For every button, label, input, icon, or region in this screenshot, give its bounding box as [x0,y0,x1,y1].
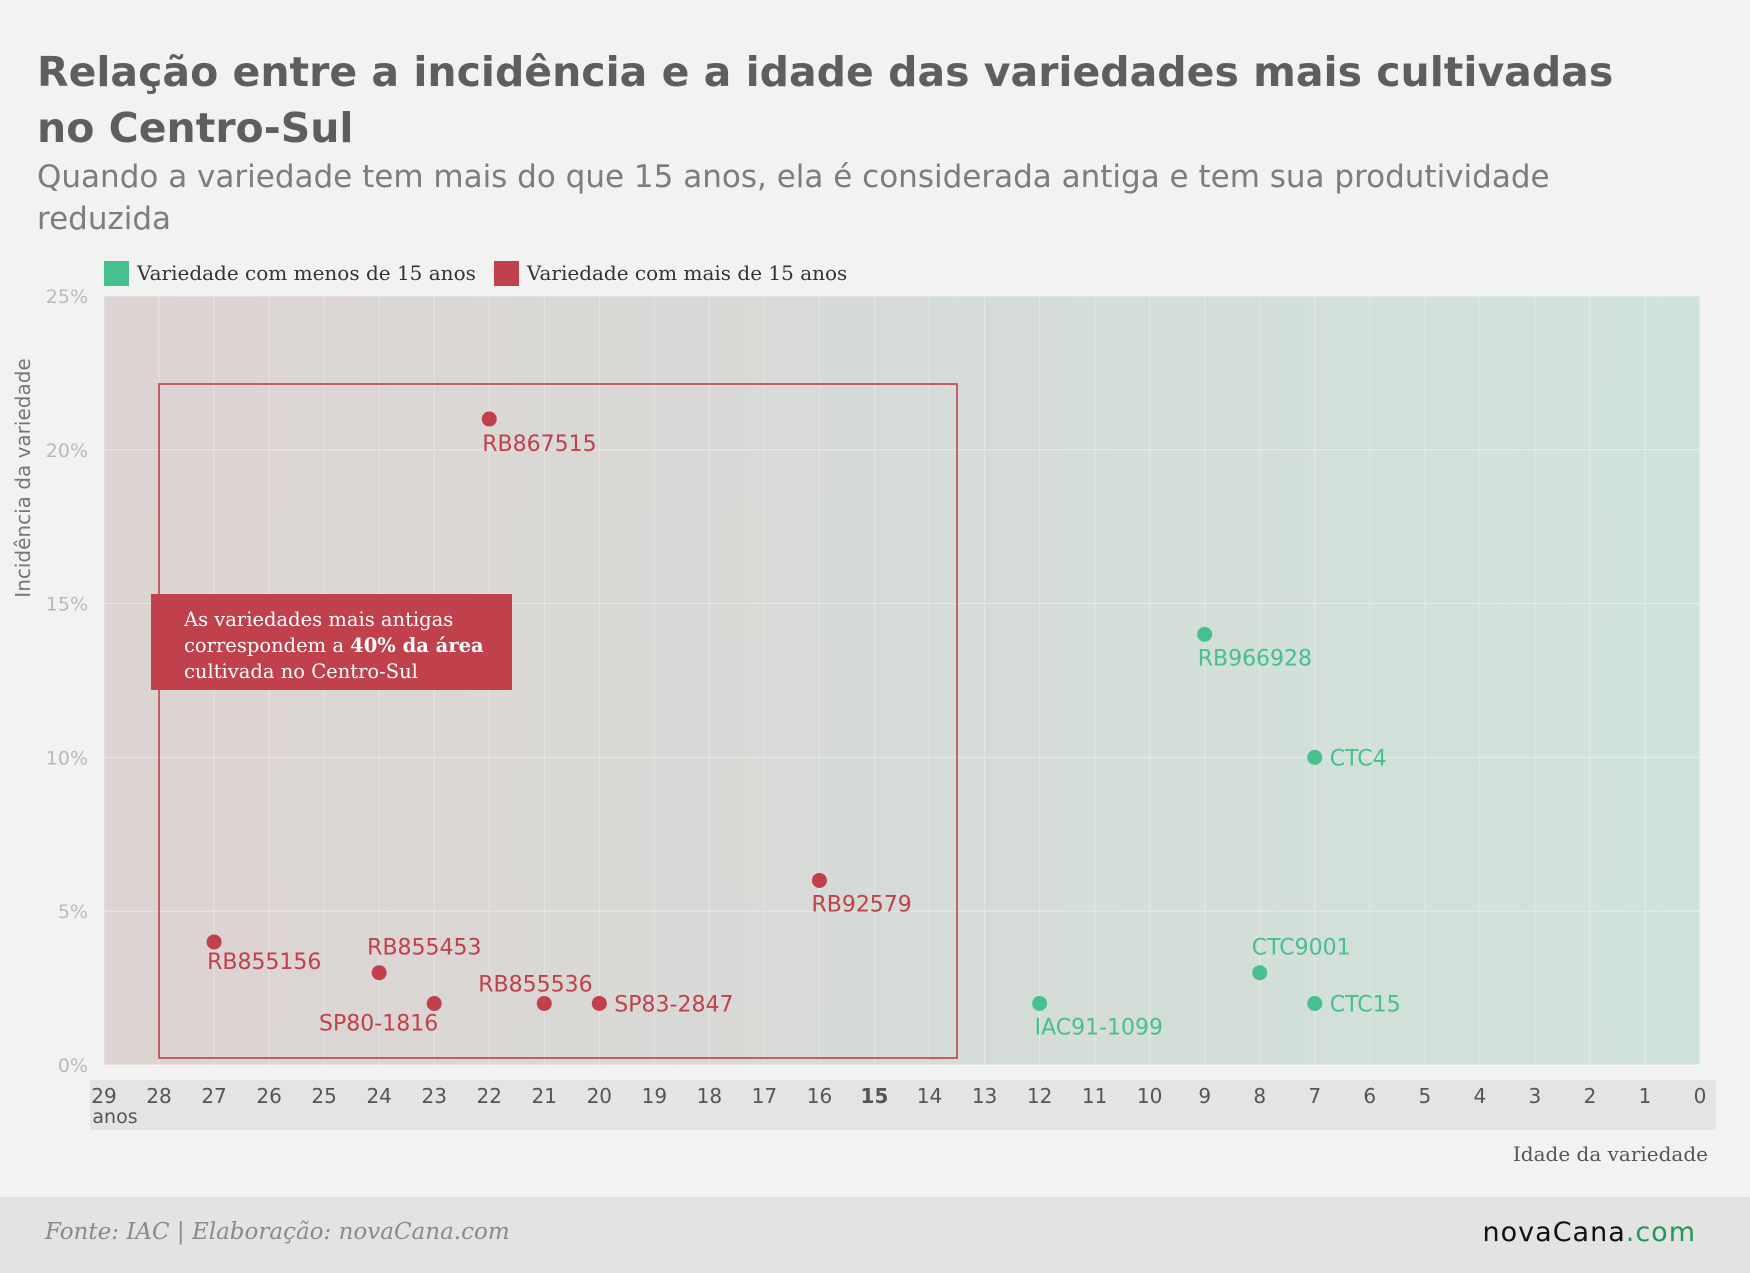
y-tick-label: 15% [46,594,88,616]
x-tick-label: 0 [1694,1084,1707,1108]
point-ctc15 [1307,995,1323,1011]
x-tick-label: 2 [1584,1084,1597,1108]
highlight-box [158,383,958,1059]
x-tick-label: 15 [861,1084,889,1108]
y-tick-label: 25% [46,286,88,308]
point-sp80-1816 [426,995,442,1011]
legend-item-old: Variedade com mais de 15 anos [493,260,848,286]
annotation-line-1: As variedades mais antigas [183,608,453,631]
chart-title: Relação entre a incidência e a idade das… [37,48,1614,152]
x-tick-label: 24 [366,1084,391,1108]
x-tick-label: 16 [807,1084,832,1108]
point-label-ctc15: CTC15 [1330,992,1401,1017]
point-label-rb92579: RB92579 [811,892,911,917]
point-label-sp83-2847: SP83-2847 [614,992,733,1017]
x-tick-unit: anos [92,1106,137,1128]
point-label-ctc4: CTC4 [1330,746,1387,771]
footer: Fonte: IAC | Elaboração: novaCana.com no… [0,1197,1750,1273]
annotation-line-3: cultivada no Centro-Sul [184,660,418,683]
x-tick-label: 27 [201,1084,226,1108]
point-label-rb867515: RB867515 [482,432,596,457]
legend-swatch-old [493,260,519,286]
x-tick-label: 19 [642,1084,667,1108]
x-tick-label: 12 [1027,1084,1052,1108]
point-rb855156 [206,934,222,950]
x-tick-label: 5 [1418,1084,1431,1108]
x-tick-label: 21 [532,1084,557,1108]
legend: Variedade com menos de 15 anos Variedade… [104,258,865,288]
x-tick-label: 17 [752,1084,777,1108]
x-tick-label: 26 [256,1084,281,1108]
point-rb855536 [536,995,552,1011]
y-tick-label: 20% [46,440,88,462]
y-tick-label: 0% [58,1055,88,1077]
legend-label-old: Variedade com mais de 15 anos [526,261,848,285]
x-tick-label: 8 [1253,1084,1266,1108]
legend-label-new: Variedade com menos de 15 anos [137,261,476,285]
point-rb855453 [371,965,387,981]
y-axis-label: Incidência da variedade [11,358,35,597]
annotation-line-2: correspondem a 40% da área [184,634,484,657]
point-rb966928 [1197,626,1213,642]
point-label-sp80-1816: SP80-1816 [319,1011,438,1036]
x-tick-label: 11 [1082,1084,1107,1108]
point-label-ctc9001: CTC9001 [1252,936,1351,961]
x-tick-label: 7 [1308,1084,1321,1108]
x-tick-label: 1 [1639,1084,1652,1108]
x-tick-label: 23 [421,1084,446,1108]
annotation-box [151,594,512,690]
point-ctc4 [1307,749,1323,765]
y-tick-label: 5% [58,901,88,923]
chart-subtitle: Quando a variedade tem mais do que 15 an… [37,159,1550,237]
x-axis-label: Idade da variedade [1513,1142,1708,1166]
x-tick-label: 14 [917,1084,942,1108]
scatter-chart: 0% 5% 10% 15% 20% 25% Incidência da variedade 2… [11,286,1716,1166]
point-label-rb855536: RB855536 [478,972,592,997]
x-tick-label: 29 [91,1084,116,1108]
point-ctc9001 [1252,965,1268,981]
x-axis-band [90,1080,1716,1130]
x-tick-label: 3 [1529,1084,1542,1108]
legend-swatch-new [104,260,129,286]
point-rb92579 [811,872,827,888]
x-tick-label: 22 [477,1084,502,1108]
point-iac91-1099 [1032,995,1048,1011]
source-note: Fonte: IAC | Elaboração: novaCana.com [45,1219,510,1245]
x-tick-label: 6 [1363,1084,1376,1108]
x-tick-label: 25 [311,1084,336,1108]
x-tick-label: 28 [146,1084,171,1108]
point-label-rb855453: RB855453 [367,936,481,961]
point-label-rb855156: RB855156 [207,950,321,975]
point-sp83-2847 [591,995,607,1011]
y-tick-label: 10% [46,747,88,769]
x-tick-label: 9 [1198,1084,1211,1108]
x-tick-label: 13 [972,1084,997,1108]
point-label-iac91-1099: IAC91-1099 [1035,1015,1163,1040]
point-rb867515 [481,411,497,427]
legend-item-new: Variedade com menos de 15 anos [104,260,476,286]
x-tick-label: 20 [587,1084,612,1108]
x-tick-label: 4 [1473,1084,1486,1108]
point-label-rb966928: RB966928 [1198,646,1312,671]
x-tick-label: 10 [1137,1084,1162,1108]
brand-logo: novaCana.com [1482,1217,1696,1248]
x-tick-label: 18 [697,1084,722,1108]
